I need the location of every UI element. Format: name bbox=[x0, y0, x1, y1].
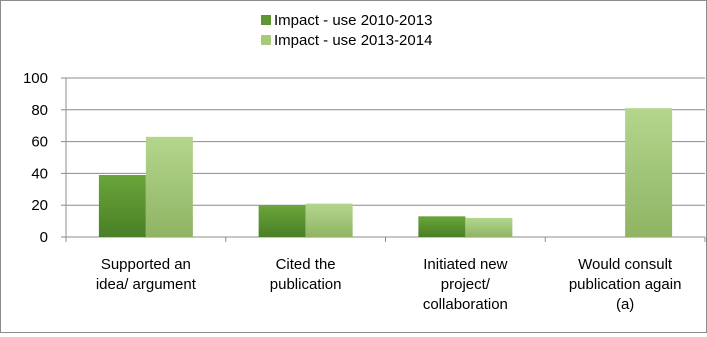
legend-label: Impact - use 2013-2014 bbox=[274, 32, 432, 49]
y-tick-label: 60 bbox=[31, 134, 48, 151]
category-label: project/ bbox=[441, 276, 491, 293]
bar-chart: 0 20 40 60 80 100 Supported an idea/ argument C… bbox=[23, 12, 706, 313]
y-tick-label: 0 bbox=[40, 229, 48, 246]
bar-2010-2013-cat2 bbox=[258, 205, 306, 237]
category-labels: Supported an idea/ argument Cited the publi… bbox=[96, 256, 682, 313]
y-tick-label: 20 bbox=[31, 197, 48, 214]
legend-swatch bbox=[261, 15, 271, 25]
y-tick-label: 80 bbox=[31, 102, 48, 119]
y-tick-label: 40 bbox=[31, 165, 48, 182]
category-label: (a) bbox=[616, 296, 634, 313]
legend-label: Impact - use 2010-2013 bbox=[274, 12, 432, 29]
y-tick-label: 100 bbox=[23, 70, 48, 87]
category-label: publication again bbox=[569, 276, 682, 293]
category-label: Would consult bbox=[578, 256, 673, 273]
bar-2013-2014-cat3 bbox=[465, 217, 513, 237]
bar-2010-2013-cat3 bbox=[418, 216, 466, 237]
bars bbox=[98, 108, 673, 238]
bar-2013-2014-cat4 bbox=[625, 108, 673, 238]
category-label: Initiated new bbox=[423, 256, 507, 273]
bar-2013-2014-cat1 bbox=[145, 136, 193, 237]
category-label: publication bbox=[270, 276, 342, 293]
category-label: Supported an bbox=[101, 256, 191, 273]
category-label: collaboration bbox=[423, 296, 508, 313]
category-label: idea/ argument bbox=[96, 276, 197, 293]
axes: 0 20 40 60 80 100 bbox=[23, 70, 706, 246]
legend: Impact - use 2010-2013 Impact - use 2013-… bbox=[261, 12, 432, 49]
bar-2010-2013-cat1 bbox=[98, 174, 146, 237]
legend-swatch bbox=[261, 35, 271, 45]
bar-2013-2014-cat2 bbox=[305, 203, 353, 237]
category-label: Cited the bbox=[276, 256, 336, 273]
